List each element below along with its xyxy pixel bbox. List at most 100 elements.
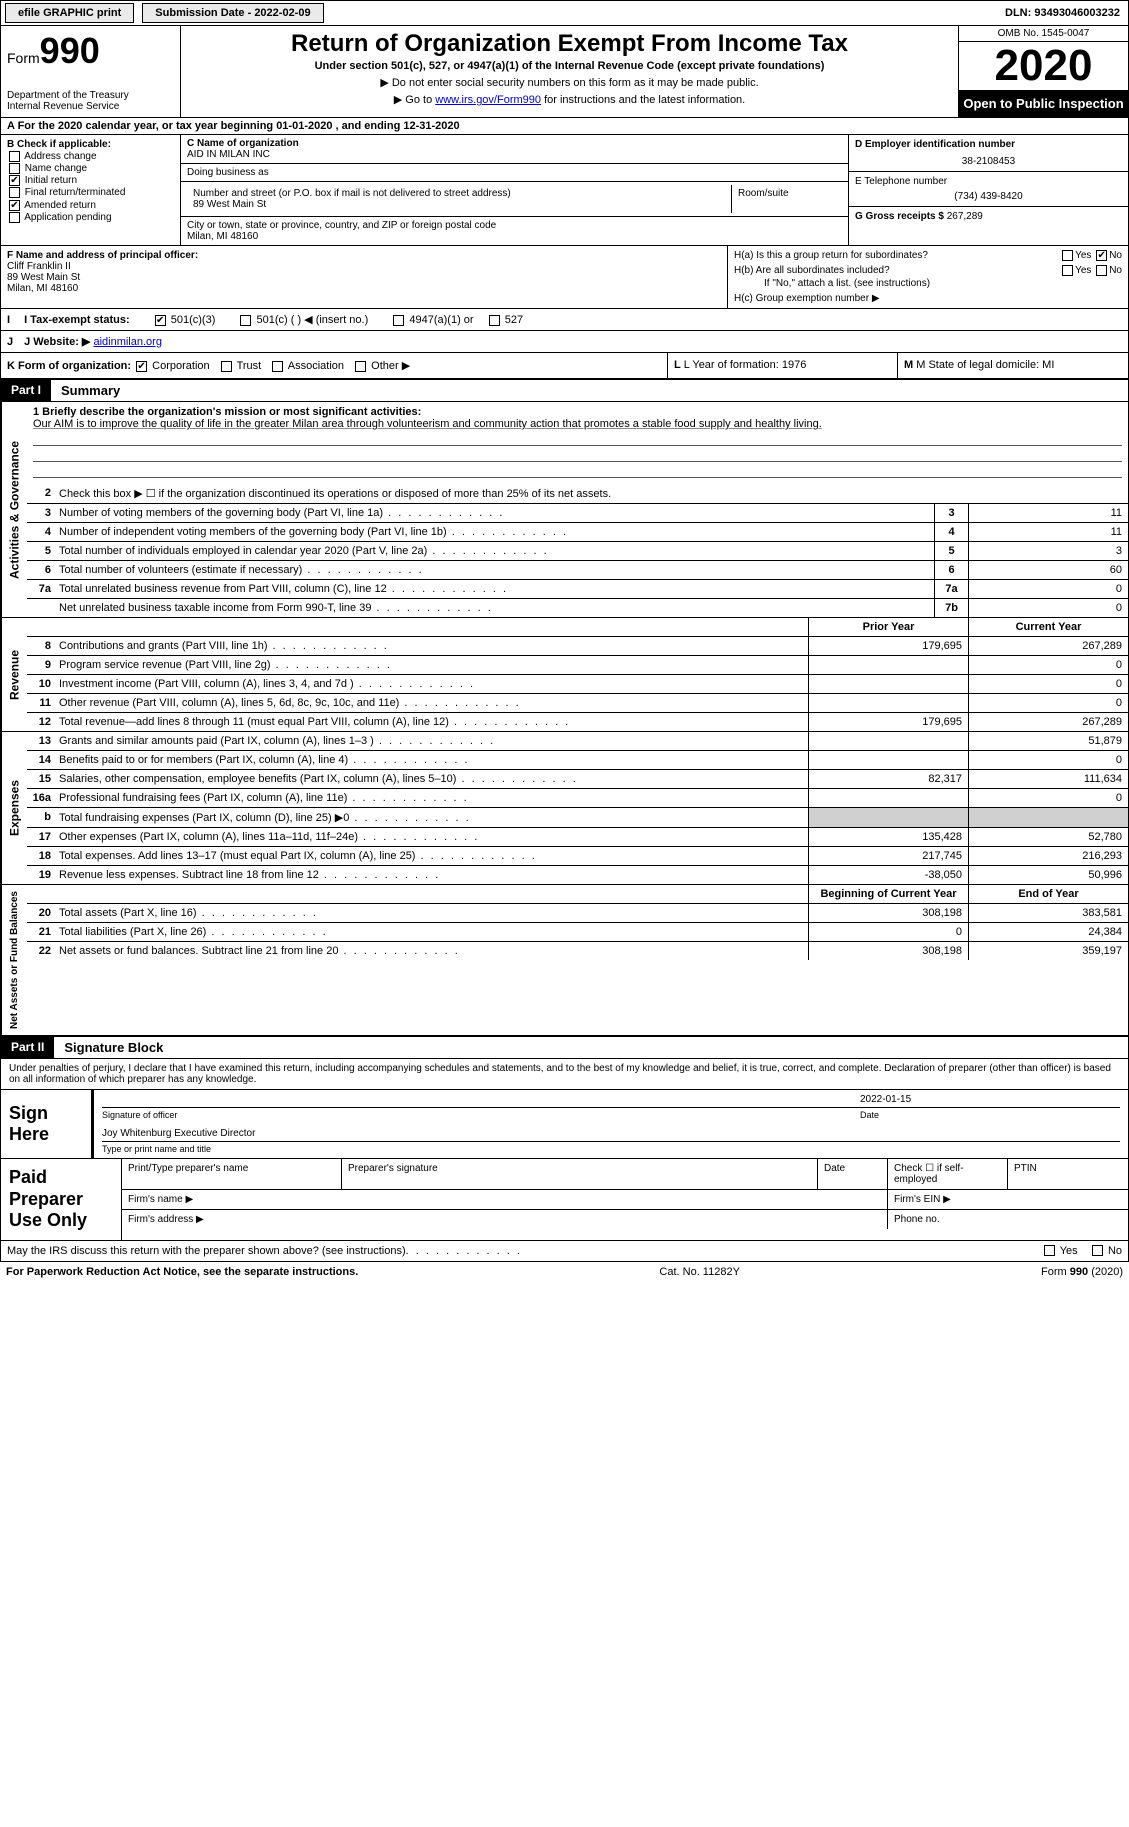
prep-sig-label: Preparer's signature [342, 1159, 818, 1189]
cb-initial[interactable]: Initial return [7, 175, 174, 186]
efile-print-button[interactable]: efile GRAPHIC print [5, 3, 134, 23]
k-label: K Form of organization: [7, 360, 131, 372]
gross-value: 267,289 [947, 211, 983, 222]
hc-label: H(c) Group exemption number ▶ [734, 293, 1122, 304]
submission-date-button[interactable]: Submission Date - 2022-02-09 [142, 3, 323, 23]
row-k: K Form of organization: Corporation Trus… [1, 353, 668, 378]
b-label: B Check if applicable: [7, 139, 174, 150]
irs-label: Internal Revenue Service [7, 101, 174, 112]
mission-label: 1 Briefly describe the organization's mi… [33, 406, 1122, 418]
f-label: F Name and address of principal officer: [7, 250, 721, 261]
period-row: A For the 2020 calendar year, or tax yea… [0, 118, 1129, 135]
part1-net: Net Assets or Fund Balances Beginning of… [0, 885, 1129, 1036]
room-label: Room/suite [732, 185, 842, 213]
firm-name-label: Firm's name ▶ [122, 1190, 888, 1209]
officer-name: Cliff Franklin II [7, 261, 721, 272]
discuss-yes[interactable] [1044, 1245, 1055, 1256]
cb-501c[interactable] [240, 315, 251, 326]
prep-name-label: Print/Type preparer's name [122, 1159, 342, 1189]
form-title: Return of Organization Exempt From Incom… [187, 30, 952, 58]
c-name-label: C Name of organization [187, 138, 842, 149]
part1-title: Summary [51, 380, 130, 401]
cb-501c3[interactable] [155, 315, 166, 326]
summary-line: 17Other expenses (Part IX, column (A), l… [27, 828, 1128, 847]
part2-header-row: Part II Signature Block [0, 1036, 1129, 1059]
form-number: 990 [40, 30, 100, 71]
website-link[interactable]: aidinmilan.org [93, 336, 161, 348]
form-label: Form [7, 50, 40, 66]
ha-no[interactable]: No [1109, 250, 1122, 261]
summary-line: bTotal fundraising expenses (Part IX, co… [27, 808, 1128, 828]
j-label: J Website: ▶ [24, 336, 90, 348]
vlabel-gov: Activities & Governance [1, 402, 27, 617]
note2-post: for instructions and the latest informat… [541, 94, 745, 106]
cb-4947[interactable] [393, 315, 404, 326]
cb-trust[interactable] [221, 361, 232, 372]
cb-assoc[interactable] [272, 361, 283, 372]
form-footer-label: Form 990 (2020) [1041, 1266, 1123, 1278]
cb-other[interactable] [355, 361, 366, 372]
cb-name[interactable]: Name change [7, 163, 174, 174]
vlabel-rev: Revenue [1, 618, 27, 731]
summary-line: 16aProfessional fundraising fees (Part I… [27, 789, 1128, 808]
row-l: L L Year of formation: 1976 [668, 353, 898, 378]
officer-addr1: 89 West Main St [7, 272, 721, 283]
city-value: Milan, MI 48160 [187, 231, 842, 242]
open-inspection: Open to Public Inspection [959, 90, 1128, 117]
summary-line: 9Program service revenue (Part VIII, lin… [27, 656, 1128, 675]
cb-pending[interactable]: Application pending [7, 212, 174, 223]
addr-value: 89 West Main St [193, 199, 725, 210]
discuss-no[interactable] [1092, 1245, 1103, 1256]
form-subtitle: Under section 501(c), 527, or 4947(a)(1)… [187, 60, 952, 72]
summary-line: 6Total number of volunteers (estimate if… [27, 561, 1128, 580]
col-current: Current Year [968, 618, 1128, 636]
paid-preparer-label: Paid Preparer Use Only [1, 1159, 121, 1240]
part1-exp: Expenses 13Grants and similar amounts pa… [0, 732, 1129, 885]
summary-line: Net unrelated business taxable income fr… [27, 599, 1128, 617]
summary-line: 21Total liabilities (Part X, line 26)024… [27, 923, 1128, 942]
ha-yes[interactable]: Yes [1075, 250, 1091, 261]
d-label: D Employer identification number [855, 139, 1122, 150]
ein-value: 38-2108453 [855, 156, 1122, 167]
col-c: C Name of organization AID IN MILAN INC … [181, 135, 848, 245]
tel-label: E Telephone number [855, 176, 1122, 187]
line2-desc: Check this box ▶ ☐ if the organization d… [55, 484, 1128, 503]
sig-date-label: Date [860, 1110, 1120, 1120]
tax-year: 2020 [959, 42, 1128, 90]
sig-name-label: Type or print name and title [102, 1144, 1120, 1154]
officer-addr2: Milan, MI 48160 [7, 283, 721, 294]
header-left: Form990 Department of the Treasury Inter… [1, 26, 181, 117]
col-end: End of Year [968, 885, 1128, 903]
cb-address[interactable]: Address change [7, 151, 174, 162]
col-prior: Prior Year [808, 618, 968, 636]
dln-label: DLN: 93493046003232 [997, 4, 1128, 22]
cb-corp[interactable] [136, 361, 147, 372]
omb-label: OMB No. 1545-0047 [959, 26, 1128, 42]
tel-value: (734) 439-8420 [855, 191, 1122, 202]
addr-label: Number and street (or P.O. box if mail i… [193, 188, 725, 199]
phone-label: Phone no. [888, 1210, 1128, 1229]
summary-line: 10Investment income (Part VIII, column (… [27, 675, 1128, 694]
hb-no[interactable]: No [1109, 265, 1122, 276]
cb-amended[interactable]: Amended return [7, 200, 174, 211]
row-j: J J Website: ▶ aidinmilan.org [0, 331, 1129, 353]
cb-527[interactable] [489, 315, 500, 326]
summary-line: 19Revenue less expenses. Subtract line 1… [27, 866, 1128, 884]
cb-final[interactable]: Final return/terminated [7, 187, 174, 198]
part1-header: Part I [1, 380, 51, 401]
summary-line: 14Benefits paid to or for members (Part … [27, 751, 1128, 770]
form-note1: ▶ Do not enter social security numbers o… [187, 76, 952, 89]
row-klm: K Form of organization: Corporation Trus… [0, 353, 1129, 379]
summary-line: 4Number of independent voting members of… [27, 523, 1128, 542]
form-header: Form990 Department of the Treasury Inter… [0, 26, 1129, 118]
section-h: H(a) Is this a group return for subordin… [728, 246, 1128, 308]
part2-header: Part II [1, 1037, 54, 1058]
form-note2: ▶ Go to www.irs.gov/Form990 for instruct… [187, 93, 952, 106]
header-mid: Return of Organization Exempt From Incom… [181, 26, 958, 117]
hb-yes[interactable]: Yes [1075, 265, 1091, 276]
summary-line: 5Total number of individuals employed in… [27, 542, 1128, 561]
summary-line: 11Other revenue (Part VIII, column (A), … [27, 694, 1128, 713]
sig-name-value: Joy Whitenburg Executive Director [102, 1128, 860, 1139]
summary-line: 18Total expenses. Add lines 13–17 (must … [27, 847, 1128, 866]
irs-link[interactable]: www.irs.gov/Form990 [435, 94, 541, 106]
